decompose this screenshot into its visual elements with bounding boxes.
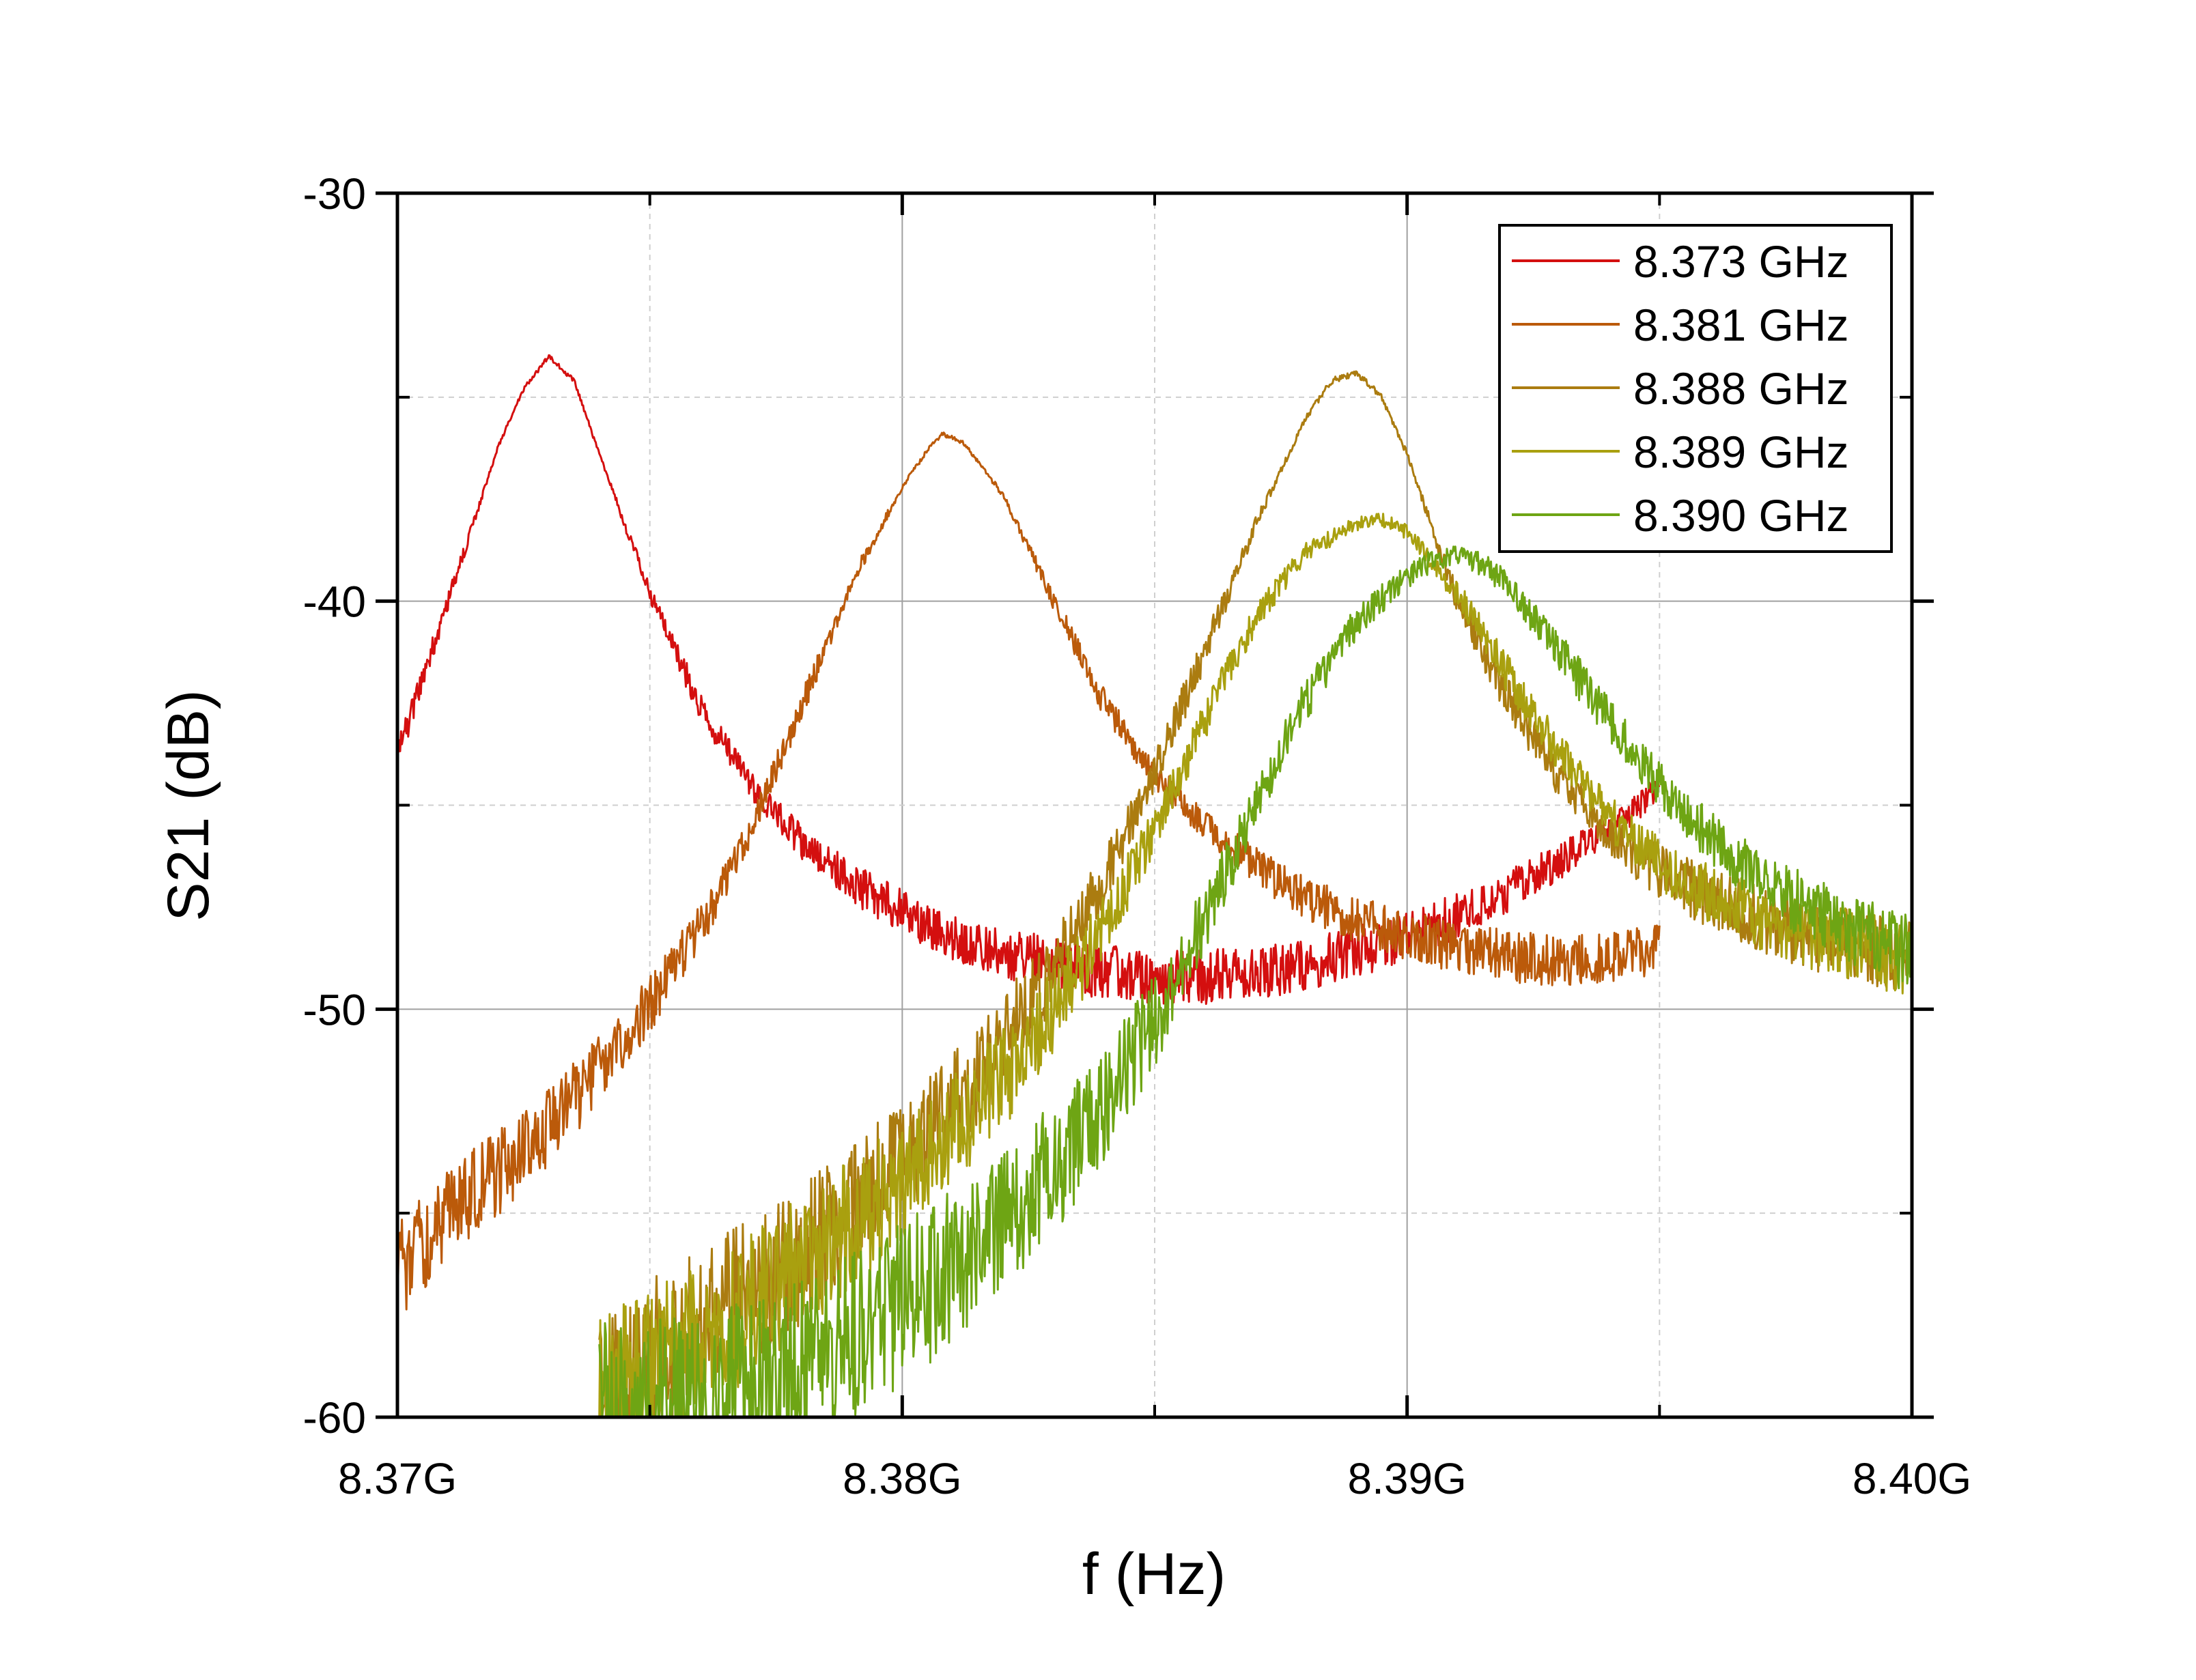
- series-line-5: [598, 545, 1912, 1417]
- series-line-4: [598, 513, 1912, 1417]
- legend-label-3: 8.388 GHz: [1633, 363, 1849, 414]
- legend: 8.373 GHz 8.381 GHz 8.388 GHz 8.389 GHz 8.39…: [1498, 224, 1893, 553]
- series-line-2: [397, 431, 1661, 1311]
- x-tick-label: 8.39G: [1347, 1454, 1466, 1503]
- legend-label-2: 8.381 GHz: [1633, 300, 1849, 350]
- legend-label-1: 8.373 GHz: [1633, 236, 1849, 287]
- legend-label-5: 8.390 GHz: [1633, 490, 1849, 541]
- x-tick-label: 8.38G: [843, 1454, 961, 1503]
- legend-label-4: 8.389 GHz: [1633, 427, 1849, 477]
- series-line-1: [397, 354, 1661, 1006]
- x-tick-label: 8.37G: [338, 1454, 457, 1503]
- y-tick-label: -60: [303, 1393, 367, 1442]
- x-axis-label: f (Hz): [1082, 1541, 1226, 1607]
- series-layer: [397, 354, 1912, 1417]
- y-tick-label: -50: [303, 985, 367, 1034]
- y-axis-label: S21 (dB): [156, 689, 221, 921]
- axis-ticks: [376, 191, 1934, 1419]
- tick-labels: 8.37G 8.38G 8.39G 8.40G -30 -40 -50 -60: [303, 169, 1972, 1503]
- y-tick-label: -30: [303, 169, 367, 218]
- y-tick-label: -40: [303, 578, 367, 627]
- x-tick-label: 8.40G: [1853, 1454, 1971, 1503]
